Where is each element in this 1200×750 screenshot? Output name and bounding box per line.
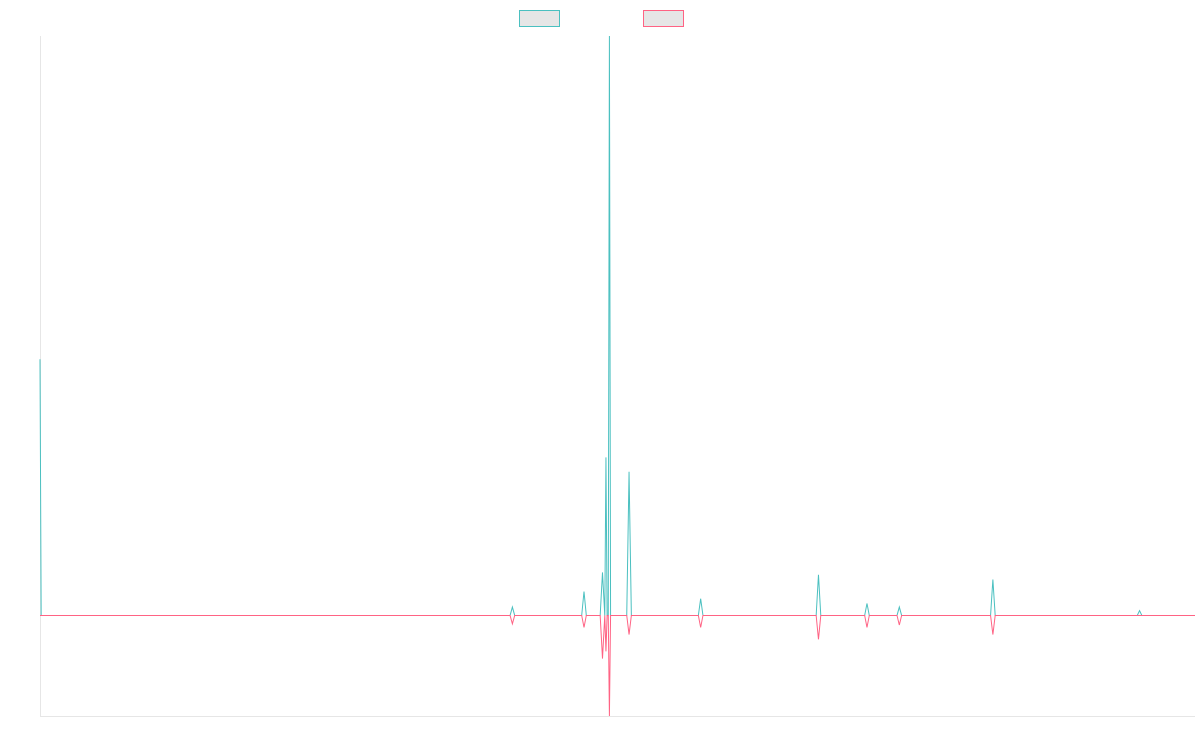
legend xyxy=(519,10,684,27)
legend-swatch-2[interactable] xyxy=(643,10,684,27)
series-group xyxy=(39,35,1195,717)
legend-item-2[interactable] xyxy=(643,10,684,27)
legend-swatch-1[interactable] xyxy=(519,10,560,27)
series-line-2 xyxy=(40,614,1195,717)
legend-item-1[interactable] xyxy=(519,10,560,27)
series-line-1 xyxy=(39,35,1195,616)
